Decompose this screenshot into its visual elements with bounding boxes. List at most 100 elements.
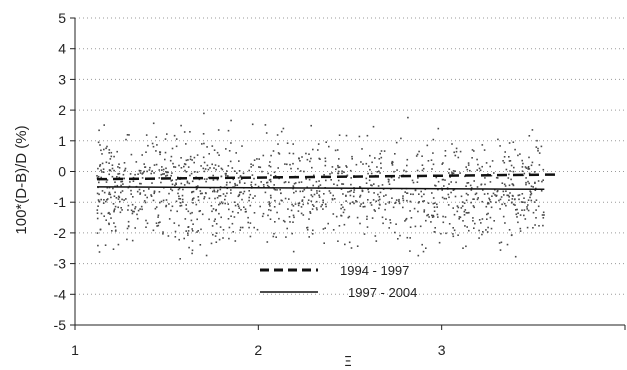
scatter-point <box>442 178 445 181</box>
scatter-point <box>375 240 378 242</box>
scatter-point <box>312 184 314 187</box>
scatter-point <box>512 184 515 187</box>
scatter-point <box>481 144 484 146</box>
scatter-point <box>517 212 519 214</box>
scatter-point <box>189 155 192 158</box>
scatter-point <box>221 168 224 171</box>
scatter-point <box>220 175 223 178</box>
scatter-point <box>337 164 339 167</box>
scatter-point <box>260 181 262 183</box>
scatter-point <box>131 212 134 215</box>
scatter-point <box>382 222 384 225</box>
scatter-point <box>523 209 526 211</box>
scatter-point <box>126 134 129 136</box>
scatter-point <box>308 153 310 155</box>
scatter-point <box>381 216 384 219</box>
scatter-point <box>452 170 455 172</box>
scatter-point <box>126 238 128 241</box>
scatter-point <box>513 166 515 169</box>
scatter-point <box>444 150 447 152</box>
scatter-point <box>192 190 195 193</box>
scatter-point <box>366 134 369 137</box>
scatter-point <box>495 201 497 204</box>
scatter-point <box>254 183 257 186</box>
scatter-point <box>425 247 427 249</box>
scatter-point <box>250 184 252 186</box>
scatter-point <box>160 200 163 203</box>
scatter-point <box>541 214 544 216</box>
scatter-point <box>208 218 210 221</box>
scatter-point <box>273 184 275 186</box>
scatter-point <box>537 205 540 208</box>
scatter-point <box>116 176 118 178</box>
scatter-point <box>173 222 176 224</box>
scatter-point <box>147 144 149 147</box>
scatter-point <box>403 169 405 172</box>
scatter-point <box>273 232 275 235</box>
scatter-point <box>529 196 531 199</box>
scatter-point <box>398 198 400 201</box>
scatter-point <box>297 210 300 212</box>
scatter-point <box>353 191 355 193</box>
scatter-point <box>519 214 522 216</box>
scatter-point <box>516 216 518 218</box>
scatter-point <box>457 206 460 209</box>
scatter-point <box>520 201 523 203</box>
scatter-point <box>434 231 436 233</box>
scatter-point <box>177 192 179 195</box>
scatter-point <box>105 147 107 150</box>
scatter-point <box>253 226 255 229</box>
scatter-point <box>372 125 375 128</box>
scatter-point <box>243 190 246 193</box>
scatter-point <box>141 177 144 179</box>
scatter-point <box>388 201 391 203</box>
scatter-point <box>199 190 202 192</box>
scatter-point <box>210 242 213 245</box>
scatter-point <box>388 202 390 204</box>
scatter-point <box>535 146 538 148</box>
scatter-point <box>442 221 445 224</box>
y-tick-label: -5 <box>54 317 67 333</box>
scatter-point <box>178 197 180 200</box>
scatter-point <box>103 199 105 201</box>
scatter-point <box>226 170 228 172</box>
scatter-point <box>318 196 321 198</box>
scatter-point <box>244 211 247 213</box>
scatter-point <box>463 202 466 204</box>
scatter-point <box>214 218 216 220</box>
scatter-point <box>131 203 134 206</box>
scatter-point <box>198 178 201 181</box>
scatter-point <box>515 213 518 216</box>
scatter-point <box>414 189 417 191</box>
scatter-point <box>248 226 250 229</box>
scatter-point <box>423 193 425 196</box>
scatter-point <box>114 225 117 228</box>
scatter-point <box>393 179 395 181</box>
scatter-point <box>250 181 253 184</box>
scatter-point <box>207 168 210 171</box>
scatter-point <box>508 160 511 162</box>
scatter-point <box>239 175 242 177</box>
scatter-point <box>284 220 286 223</box>
scatter-point <box>485 205 488 208</box>
scatter-point <box>108 162 110 164</box>
y-tick-label: 5 <box>58 10 66 26</box>
scatter-point <box>152 122 155 125</box>
scatter-point <box>399 175 401 177</box>
scatter-point <box>530 164 533 167</box>
scatter-point <box>486 218 488 220</box>
scatter-point <box>527 209 530 212</box>
scatter-point <box>234 204 237 207</box>
scatter-point <box>522 201 524 203</box>
scatter-point <box>152 199 155 202</box>
scatter-point <box>310 124 312 127</box>
scatter-point <box>410 193 412 195</box>
scatter-point <box>250 166 252 168</box>
scatter-point <box>139 172 142 174</box>
scatter-point <box>117 166 119 168</box>
scatter-point <box>356 245 359 247</box>
scatter-point <box>221 202 224 205</box>
scatter-point <box>373 183 375 185</box>
scatter-point <box>196 154 199 156</box>
scatter-point <box>224 172 227 175</box>
